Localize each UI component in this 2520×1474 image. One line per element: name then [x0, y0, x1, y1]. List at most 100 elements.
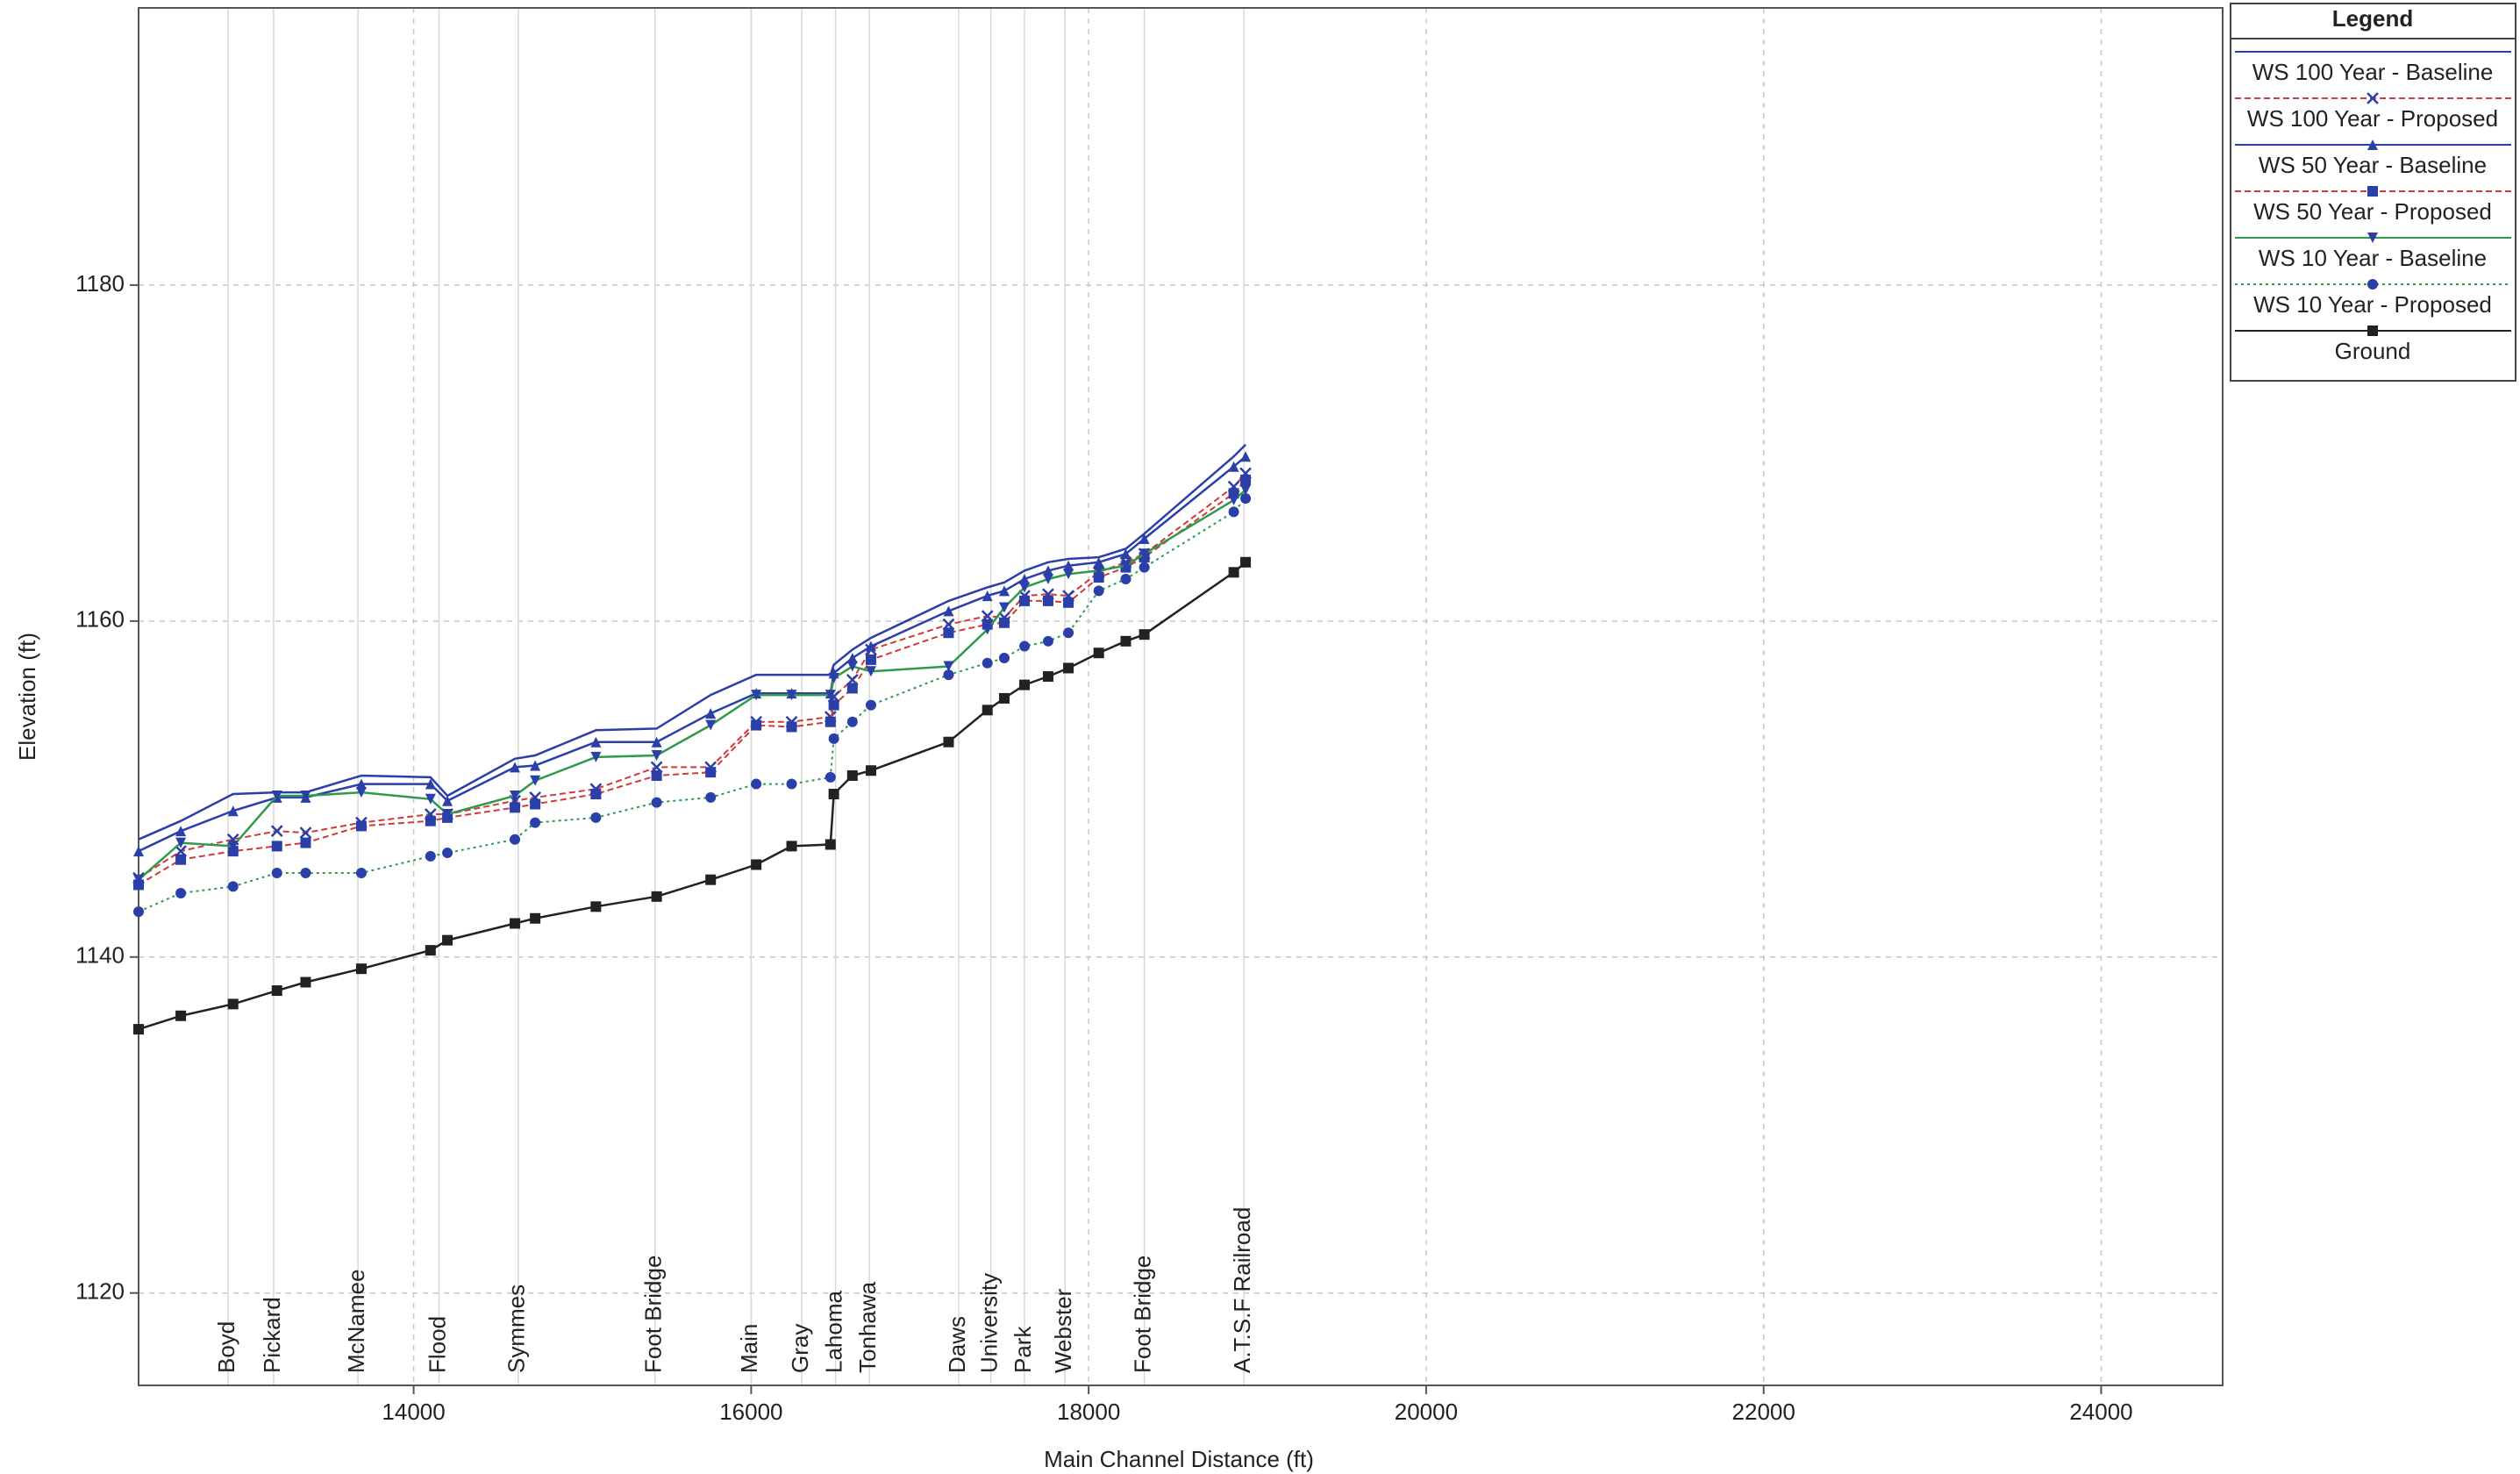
marker [1063, 627, 1074, 639]
marker [786, 721, 797, 733]
marker [133, 874, 144, 885]
marker [786, 690, 797, 701]
marker [1093, 585, 1104, 597]
annotation-label: Boyd [213, 1321, 239, 1373]
marker [530, 912, 541, 924]
marker [1240, 493, 1252, 504]
marker [1042, 595, 1053, 606]
marker [651, 797, 662, 808]
marker [943, 627, 954, 639]
annotation-label: Symmes [503, 1284, 530, 1373]
marker [1019, 640, 1031, 652]
marker [355, 787, 367, 798]
marker [300, 977, 311, 988]
marker [865, 654, 876, 665]
annotation-label: Tonhawa [854, 1281, 881, 1373]
annotation-label: Main [736, 1324, 762, 1373]
marker [590, 901, 602, 912]
annotation-label: Webster [1050, 1288, 1076, 1373]
marker [590, 736, 602, 748]
marker [442, 848, 453, 859]
marker [425, 778, 436, 790]
marker [1042, 565, 1053, 576]
marker [651, 736, 662, 748]
marker [133, 846, 144, 857]
marker [2367, 233, 2378, 243]
y-tick-label: 1160 [75, 606, 125, 633]
series-line [138, 455, 1246, 853]
marker [2367, 326, 2378, 336]
series-line [138, 497, 1246, 913]
marker [865, 666, 876, 677]
annotation-label: McNamee [343, 1270, 369, 1373]
marker [943, 661, 954, 672]
marker [998, 585, 1010, 597]
marker [590, 789, 602, 800]
marker [175, 837, 187, 848]
marker [1228, 494, 1239, 505]
annotation-label: Pickard [259, 1297, 285, 1373]
marker [786, 778, 797, 790]
marker [651, 891, 662, 902]
marker [175, 826, 187, 837]
marker [998, 602, 1010, 613]
marker [442, 795, 453, 806]
marker [1240, 451, 1252, 462]
marker [1063, 560, 1074, 571]
x-tick-label: 18000 [1057, 1399, 1120, 1425]
grid [139, 8, 2223, 1385]
marker [751, 690, 762, 701]
marker [828, 672, 839, 683]
marker [530, 760, 541, 771]
marker [705, 767, 717, 778]
annotation-label: Foot Bridge [640, 1256, 667, 1373]
legend-title: Legend [2332, 5, 2413, 32]
annotation-label: Park [1010, 1326, 1036, 1373]
marker [1019, 573, 1031, 584]
marker [355, 820, 367, 832]
marker [1042, 573, 1053, 584]
marker [355, 963, 367, 975]
marker [1139, 629, 1150, 640]
marker [943, 605, 954, 617]
marker [590, 812, 602, 823]
marker [590, 751, 602, 762]
marker [1042, 635, 1053, 647]
marker [271, 790, 282, 801]
marker [271, 868, 282, 879]
series-line [138, 443, 1246, 841]
marker [998, 652, 1010, 663]
marker [530, 775, 541, 786]
marker [510, 762, 521, 773]
marker [270, 825, 283, 838]
marker [1228, 461, 1239, 472]
marker [943, 669, 954, 681]
marker [1019, 582, 1031, 593]
marker [825, 716, 836, 727]
legend-label: WS 100 Year - Proposed [2247, 105, 2498, 132]
marker [1019, 595, 1031, 606]
marker [510, 834, 521, 845]
plot-frame [138, 7, 2224, 1386]
marker [982, 657, 993, 669]
marker [825, 839, 836, 850]
marker [227, 805, 239, 817]
marker [510, 802, 521, 813]
marker [825, 690, 836, 701]
marker [982, 624, 993, 635]
marker [825, 771, 836, 783]
annotation-label: Gray [787, 1324, 813, 1373]
x-tick-label: 22000 [1732, 1399, 1795, 1425]
marker [846, 652, 858, 663]
marker [1139, 548, 1150, 560]
marker [751, 719, 762, 731]
marker [510, 790, 521, 801]
marker [425, 850, 436, 862]
marker [300, 868, 311, 879]
marker [651, 750, 662, 762]
marker [1120, 573, 1132, 584]
marker [828, 733, 839, 744]
marker [1228, 506, 1239, 518]
marker [1240, 556, 1252, 568]
y-tick-label: 1120 [75, 1278, 125, 1305]
